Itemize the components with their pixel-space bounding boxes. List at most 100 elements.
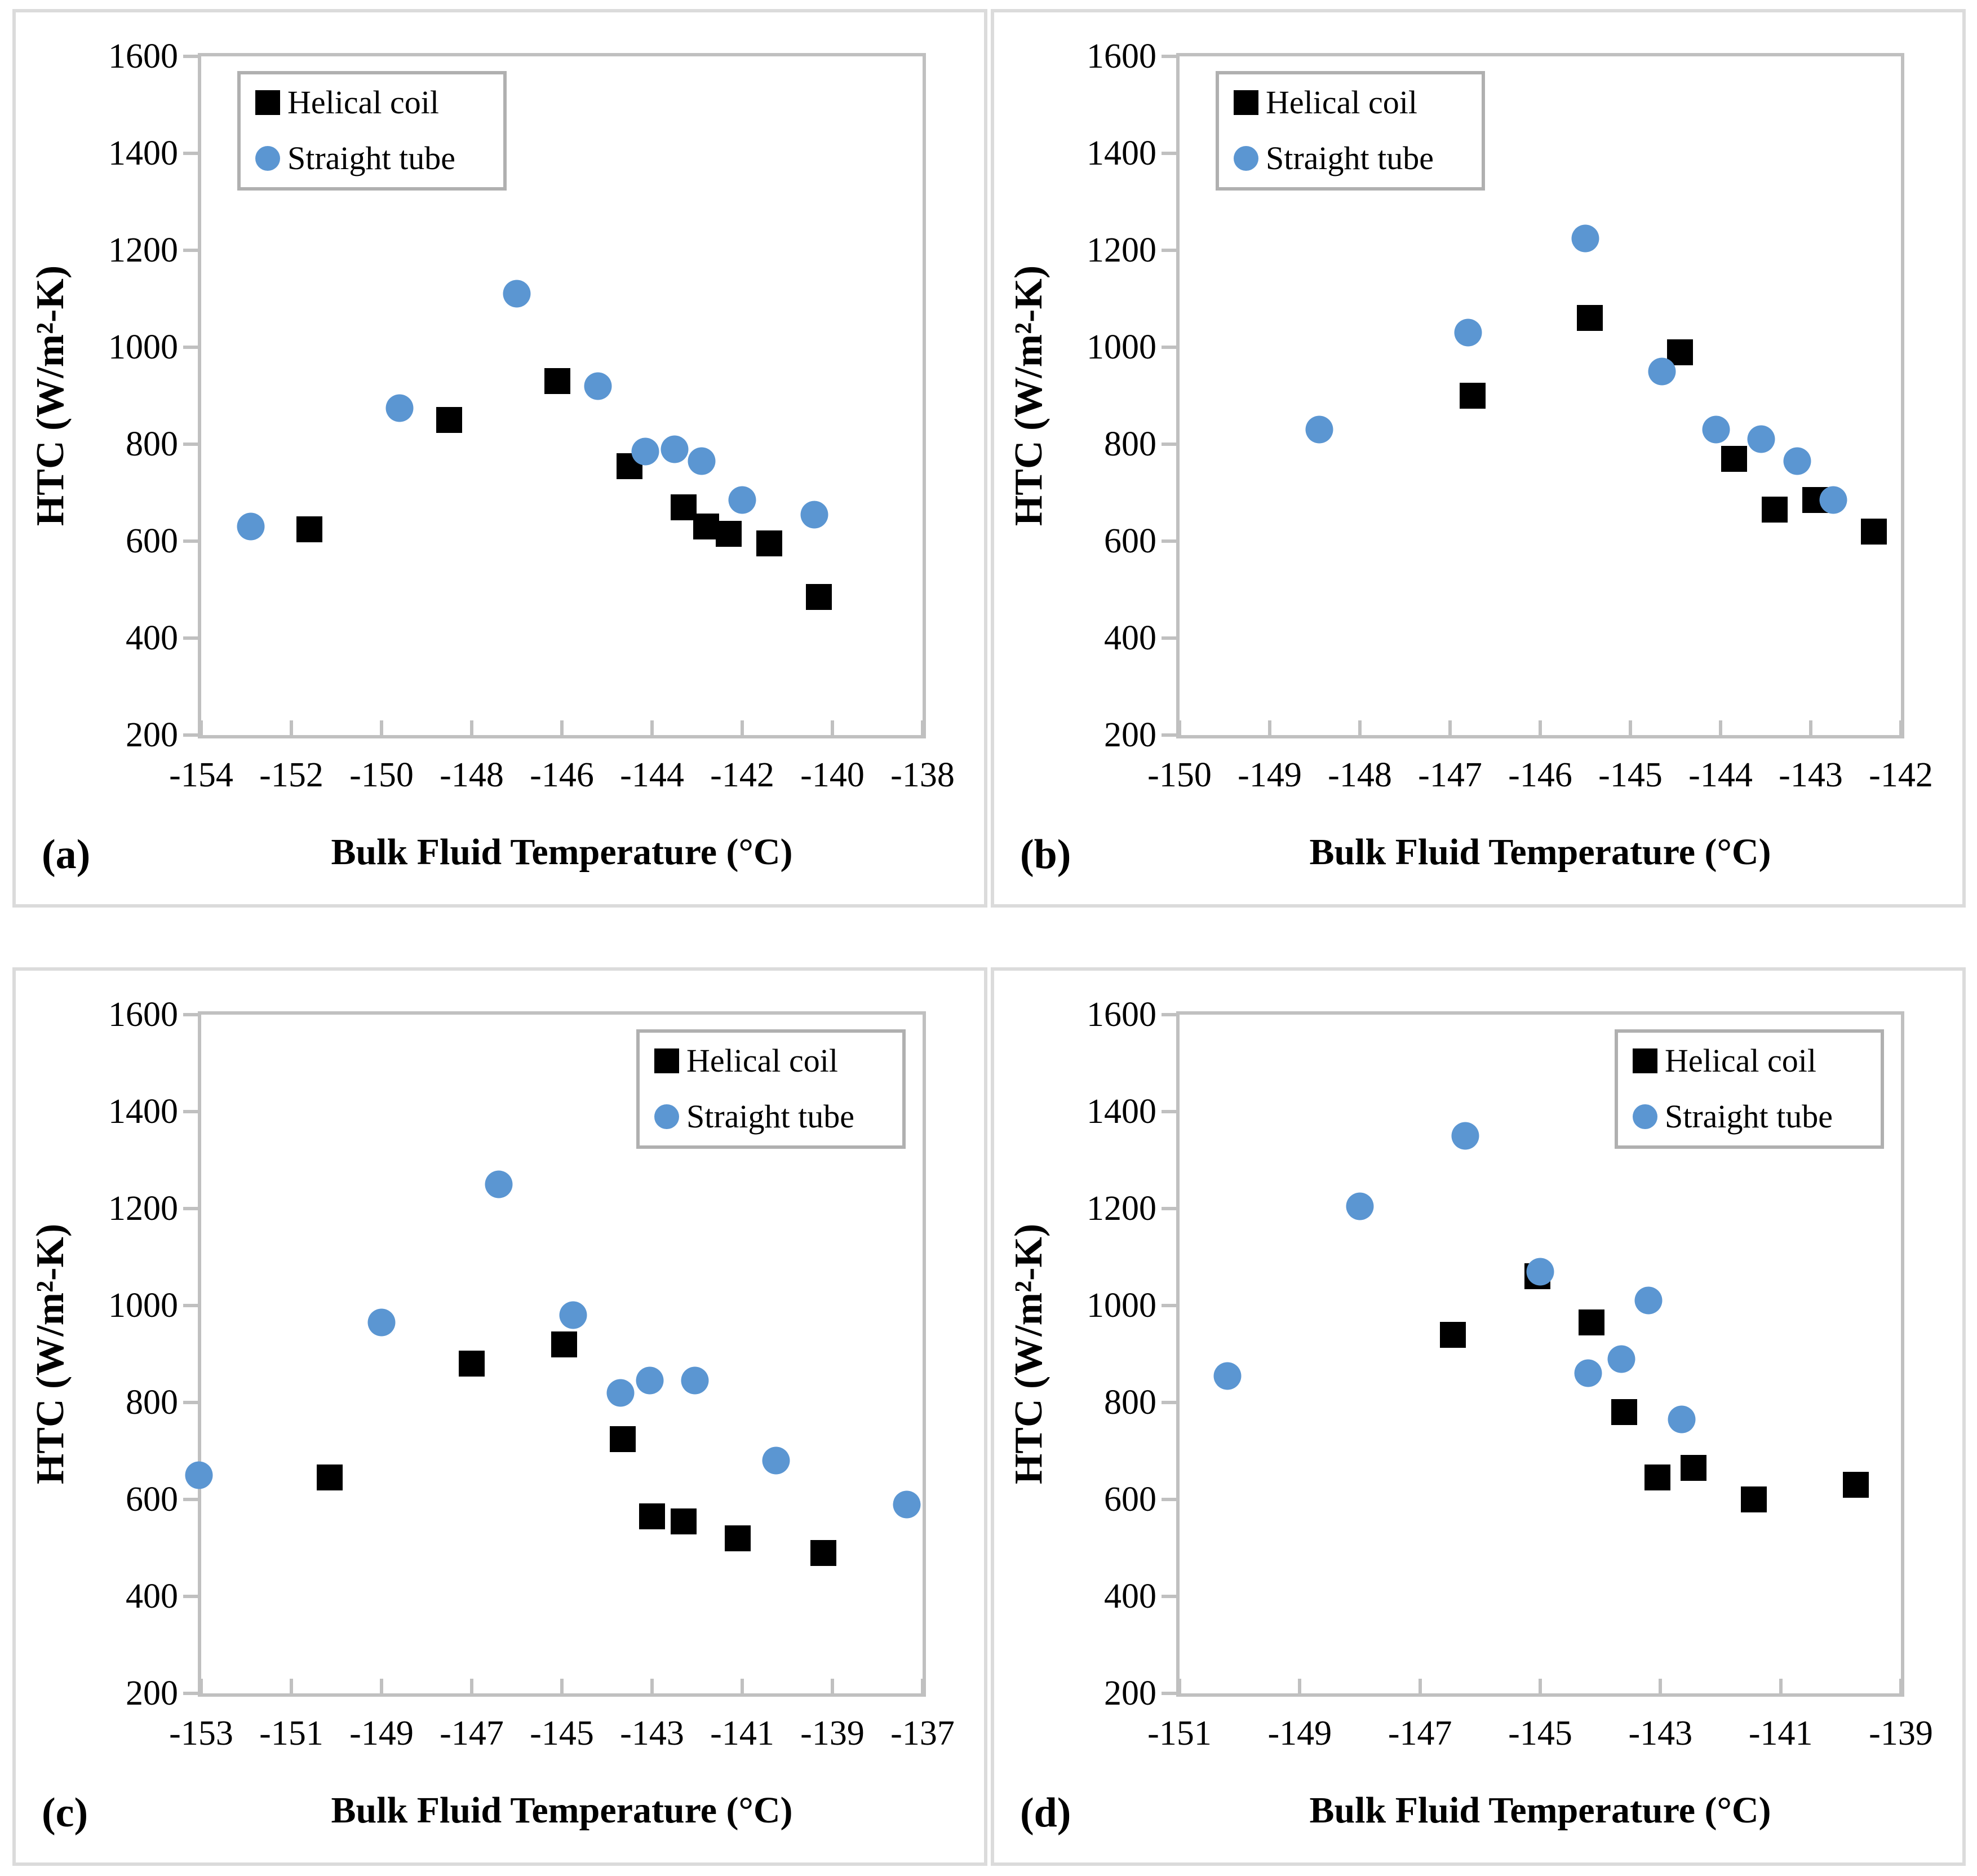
legend-label: Helical coil [1665,1042,1816,1079]
helical-coil-point [671,1508,697,1534]
x-tick-label: -146 [1508,756,1572,794]
y-tick [183,1595,198,1598]
panel-label-b: (b) [1020,831,1071,878]
y-tick-label: 1200 [1087,1189,1156,1228]
x-tick-label: -144 [1688,756,1753,794]
y-tick-label: 800 [126,1383,178,1422]
y-tick [1162,1110,1176,1113]
legend-item-helical-coil: Helical coil [1618,1033,1881,1089]
legend: Helical coil Straight tube [237,71,507,191]
straight-tube-point [584,372,612,400]
x-tick-label: -140 [800,756,865,794]
y-tick-label: 1200 [1087,231,1156,269]
circle-marker-icon [654,1104,679,1129]
straight-tube-point [1702,415,1730,444]
x-tick-label: -145 [1508,1714,1572,1753]
x-tick [290,1679,293,1693]
x-tick-label: -149 [1267,1714,1332,1753]
x-tick-label: -147 [1418,756,1482,794]
helical-coil-point [1843,1472,1869,1498]
straight-tube-point [1747,425,1775,453]
x-tick-label: -149 [349,1714,414,1753]
x-tick [470,1679,473,1693]
helical-coil-point [806,583,832,610]
x-axis-title: Bulk Fluid Temperature (°C) [1309,831,1771,873]
x-axis-title: Bulk Fluid Temperature (°C) [331,831,793,873]
straight-tube-point [1819,486,1847,514]
helical-coil-point [810,1539,836,1566]
straight-tube-point [1668,1405,1696,1433]
helical-coil-point [544,368,570,395]
straight-tube-point [1571,224,1599,252]
x-tick-label: -147 [1388,1714,1452,1753]
helical-coil-point [1578,1309,1604,1336]
x-tick-label: -142 [710,756,774,794]
legend-label: Straight tube [1665,1098,1833,1135]
helical-coil-point [1762,497,1788,523]
y-tick-label: 600 [126,1480,178,1519]
straight-tube-point [661,435,689,463]
helical-coil-point [551,1331,577,1357]
y-tick [1162,1013,1176,1016]
y-tick [183,1304,198,1307]
straight-tube-point [631,437,659,466]
straight-tube-point [1454,318,1482,347]
x-tick [1779,1679,1783,1693]
straight-tube-point [485,1170,513,1198]
x-tick [1298,1679,1302,1693]
helical-coil-point [1440,1321,1466,1348]
straight-tube-point [559,1301,587,1329]
x-tick [380,720,383,735]
y-tick-label: 400 [1104,619,1156,657]
x-tick [560,720,564,735]
x-tick-label: -148 [1328,756,1392,794]
y-tick [1162,443,1176,446]
x-tick-label: -148 [440,756,504,794]
legend-item-straight-tube: Straight tube [1219,130,1482,186]
y-tick [183,346,198,349]
x-tick-label: -154 [169,756,233,794]
straight-tube-point [1346,1192,1374,1220]
helical-coil-point [725,1525,751,1551]
x-tick-label: -150 [1147,756,1212,794]
straight-tube-point [1451,1122,1479,1150]
x-axis-title: Bulk Fluid Temperature (°C) [331,1790,793,1831]
legend-item-helical-coil: Helical coil [1219,74,1482,130]
legend: Helical coil Straight tube [636,1029,906,1149]
helical-coil-point [716,521,742,547]
y-tick-label: 600 [1104,522,1156,560]
helical-coil-point [610,1426,636,1452]
y-tick [1162,539,1176,543]
y-tick [183,443,198,446]
legend-item-straight-tube: Straight tube [241,130,503,186]
straight-tube-point [1305,415,1333,444]
y-tick [1162,636,1176,640]
panel-label-c: (c) [42,1790,88,1836]
x-tick [200,720,203,735]
y-tick-label: 1200 [108,1189,178,1228]
y-tick-label: 200 [126,716,178,754]
y-tick-label: 1000 [1087,1286,1156,1325]
x-tick-label: -142 [1869,756,1933,794]
y-tick-label: 200 [1104,716,1156,754]
y-tick [1162,733,1176,737]
y-tick [1162,1401,1176,1404]
x-tick-label: -141 [710,1714,774,1753]
helical-coil-point [671,494,697,520]
legend-item-helical-coil: Helical coil [241,74,503,130]
y-tick [1162,1595,1176,1598]
straight-tube-point [367,1308,396,1337]
straight-tube-point [237,512,265,541]
helical-coil-point [436,407,462,433]
panel-label-d: (d) [1020,1790,1071,1836]
x-tick [1178,1679,1181,1693]
straight-tube-point [1574,1359,1602,1387]
x-tick [1899,720,1903,735]
x-tick [1448,720,1452,735]
y-tick [183,636,198,640]
legend-label: Helical coil [686,1042,838,1079]
x-tick [1899,1679,1903,1693]
x-tick [1539,720,1542,735]
x-tick-label: -146 [530,756,594,794]
